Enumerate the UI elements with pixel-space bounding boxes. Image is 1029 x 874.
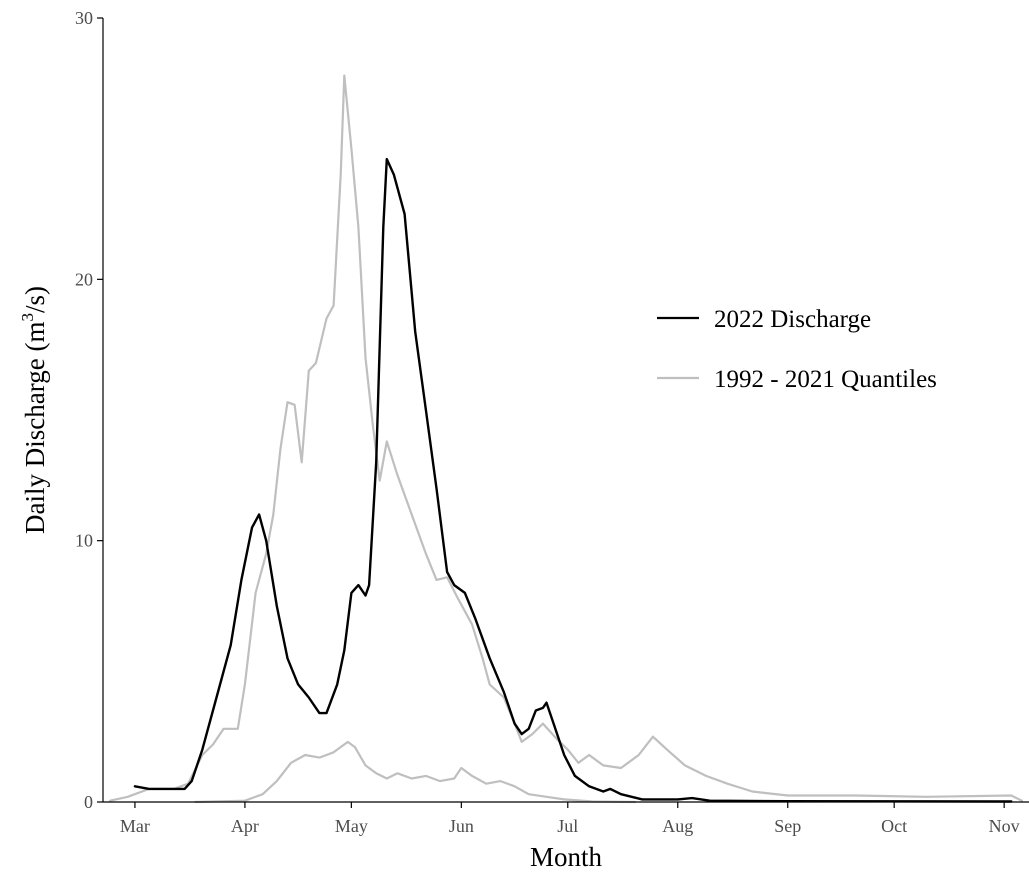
x-ticks: Mar Apr May Jun Jul Aug Sep Oct Nov bbox=[120, 802, 1020, 836]
x-tick-label: Mar bbox=[120, 816, 150, 836]
y-axis-label: Daily Discharge (m3/s) bbox=[18, 286, 50, 534]
y-axis-label-unit: /s) bbox=[20, 286, 50, 313]
series-line-2 bbox=[194, 740, 637, 804]
x-tick-label: Jun bbox=[449, 816, 474, 836]
y-ticks: 0 10 20 30 bbox=[75, 8, 103, 812]
series-line-1 bbox=[109, 74, 1023, 802]
y-tick-label: 20 bbox=[75, 269, 93, 289]
legend: 2022 Discharge 1992 - 2021 Quantiles bbox=[657, 306, 937, 393]
y-tick-label: 10 bbox=[75, 531, 93, 551]
legend-label: 2022 Discharge bbox=[714, 306, 871, 333]
x-tick-label: Nov bbox=[989, 816, 1020, 836]
x-tick-label: Apr bbox=[231, 816, 259, 836]
legend-label: 1992 - 2021 Quantiles bbox=[714, 366, 937, 393]
y-axis-label-superscript: 3 bbox=[18, 313, 37, 322]
x-tick-label: Oct bbox=[881, 816, 907, 836]
x-tick-label: May bbox=[335, 816, 368, 836]
plot-lines bbox=[109, 74, 1023, 804]
x-axis-label: Month bbox=[530, 842, 603, 872]
y-tick-label: 30 bbox=[75, 8, 93, 28]
axes: 0 10 20 30 Mar Apr May Jun Jul Aug Sep Oct Nov bbox=[75, 8, 1029, 836]
y-axis-label-main: Daily Discharge (m bbox=[20, 322, 50, 534]
x-tick-label: Aug bbox=[662, 816, 693, 836]
y-tick-label: 0 bbox=[84, 792, 93, 812]
x-tick-label: Sep bbox=[774, 816, 801, 836]
x-tick-label: Jul bbox=[557, 816, 578, 836]
series-line-0 bbox=[133, 157, 1013, 803]
